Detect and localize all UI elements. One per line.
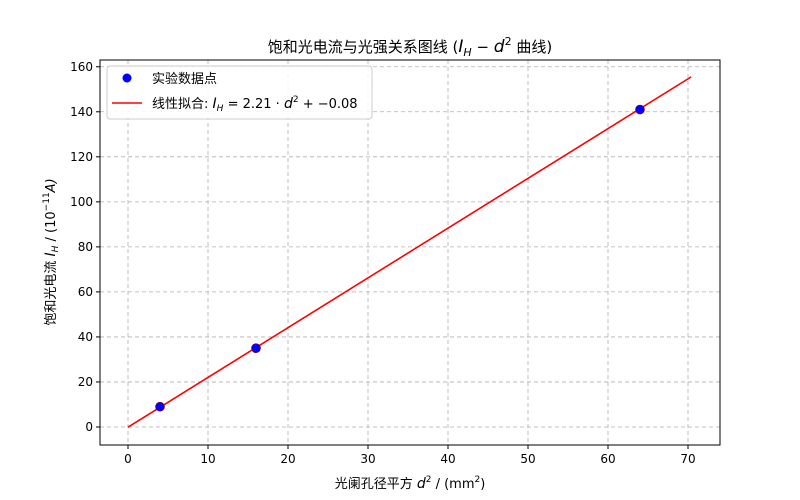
y-tick-label: 80 bbox=[78, 240, 93, 254]
plot-frame bbox=[99, 59, 721, 446]
y-tick-label: 0 bbox=[85, 420, 93, 434]
y-tick-label: 60 bbox=[78, 285, 93, 299]
y-tick-label: 100 bbox=[70, 195, 93, 209]
y-tick-label: 20 bbox=[78, 375, 93, 389]
y-tick-label: 40 bbox=[78, 330, 93, 344]
x-tick-label: 10 bbox=[200, 452, 215, 466]
x-tick-label: 50 bbox=[520, 452, 535, 466]
x-tick-label: 20 bbox=[280, 452, 295, 466]
x-axis-title: 光阑孔径平方 d2 / (mm2) bbox=[335, 475, 486, 492]
y-tick-label: 140 bbox=[70, 105, 93, 119]
legend-box bbox=[106, 65, 373, 120]
y-tick-label: 160 bbox=[70, 60, 93, 74]
data-point bbox=[635, 104, 645, 115]
y-tick-label: 120 bbox=[70, 150, 93, 164]
y-axis-title: 饱和光电流 IH / (10−11A) bbox=[42, 178, 61, 325]
legend: 实验数据点 线性拟合: IH = 2.21 · d2 + −0.08 bbox=[106, 65, 373, 120]
data-point bbox=[251, 343, 261, 353]
x-tick-label: 0 bbox=[124, 452, 132, 466]
fit-line bbox=[127, 76, 692, 428]
x-tick-label: 70 bbox=[680, 452, 695, 466]
chart-title: 饱和光电流与光强关系图线 (IH − d2 曲线) bbox=[268, 35, 552, 59]
x-tick-label: 40 bbox=[440, 452, 455, 466]
legend-label-data-points: 实验数据点 bbox=[152, 71, 217, 87]
legend-marker-data-points bbox=[122, 73, 132, 83]
x-tick-label: 30 bbox=[360, 452, 375, 466]
axis-ticks: 0 10 20 30 40 50 60 70 0 20 40 60 80 100 120 140 160 bbox=[70, 60, 696, 466]
grid-lines bbox=[100, 60, 720, 445]
plot-series bbox=[127, 76, 692, 428]
x-tick-label: 60 bbox=[600, 452, 615, 466]
data-point bbox=[155, 401, 165, 412]
legend-label-fit: 线性拟合: IH = 2.21 · d2 + −0.08 bbox=[152, 95, 358, 114]
